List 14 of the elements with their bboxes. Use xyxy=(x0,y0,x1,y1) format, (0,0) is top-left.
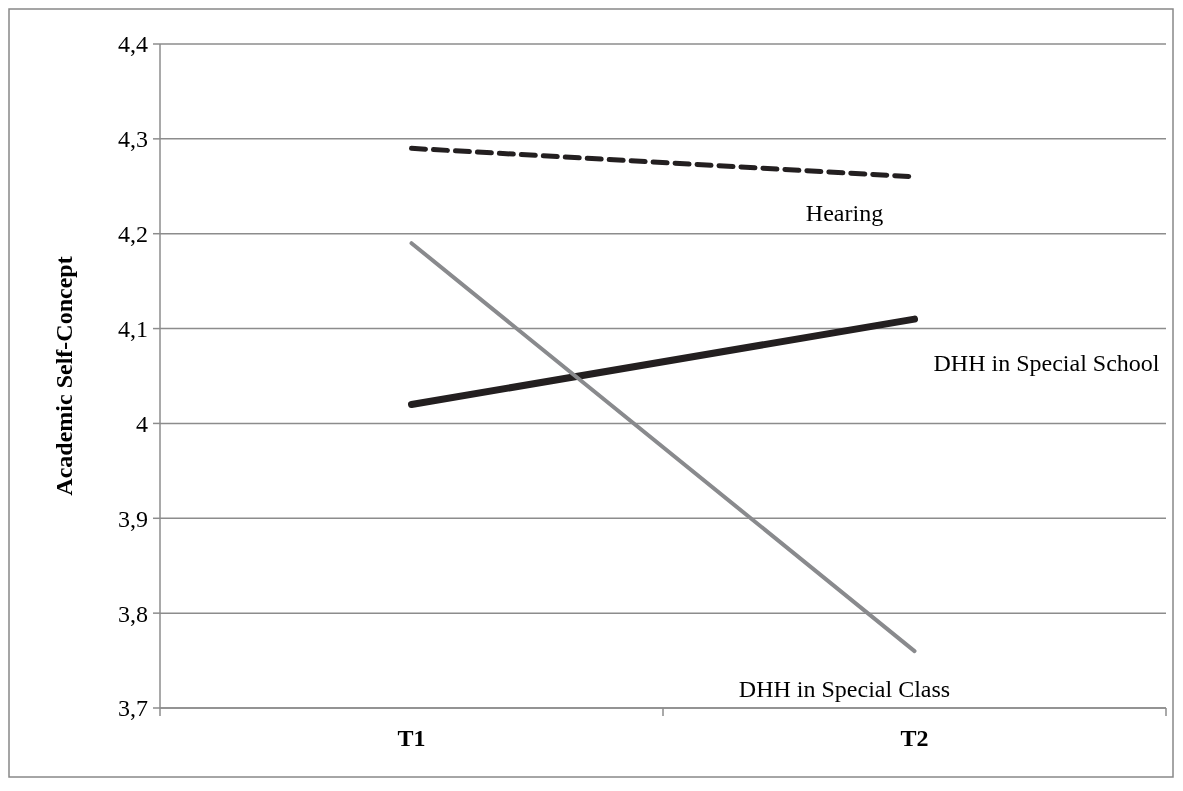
series-label: DHH in Special School xyxy=(933,350,1160,377)
y-axis-title: Academic Self-Concept xyxy=(51,256,77,496)
series-label: DHH in Special Class xyxy=(738,676,951,703)
y-tick-label: 3,7 xyxy=(118,695,148,722)
x-tick-label: T1 xyxy=(397,725,426,751)
y-tick-label: 4,4 xyxy=(118,31,148,58)
y-tick-label: 4 xyxy=(136,410,148,437)
y-tick-label: 3,9 xyxy=(118,505,148,532)
y-tick-label: 4,1 xyxy=(118,315,148,342)
y-tick-label: 4,2 xyxy=(118,221,148,248)
x-tick-label: T2 xyxy=(900,725,929,751)
series-label: Hearing xyxy=(805,199,884,226)
y-tick-label: 4,3 xyxy=(118,126,148,153)
y-tick-label: 3,8 xyxy=(118,600,148,627)
